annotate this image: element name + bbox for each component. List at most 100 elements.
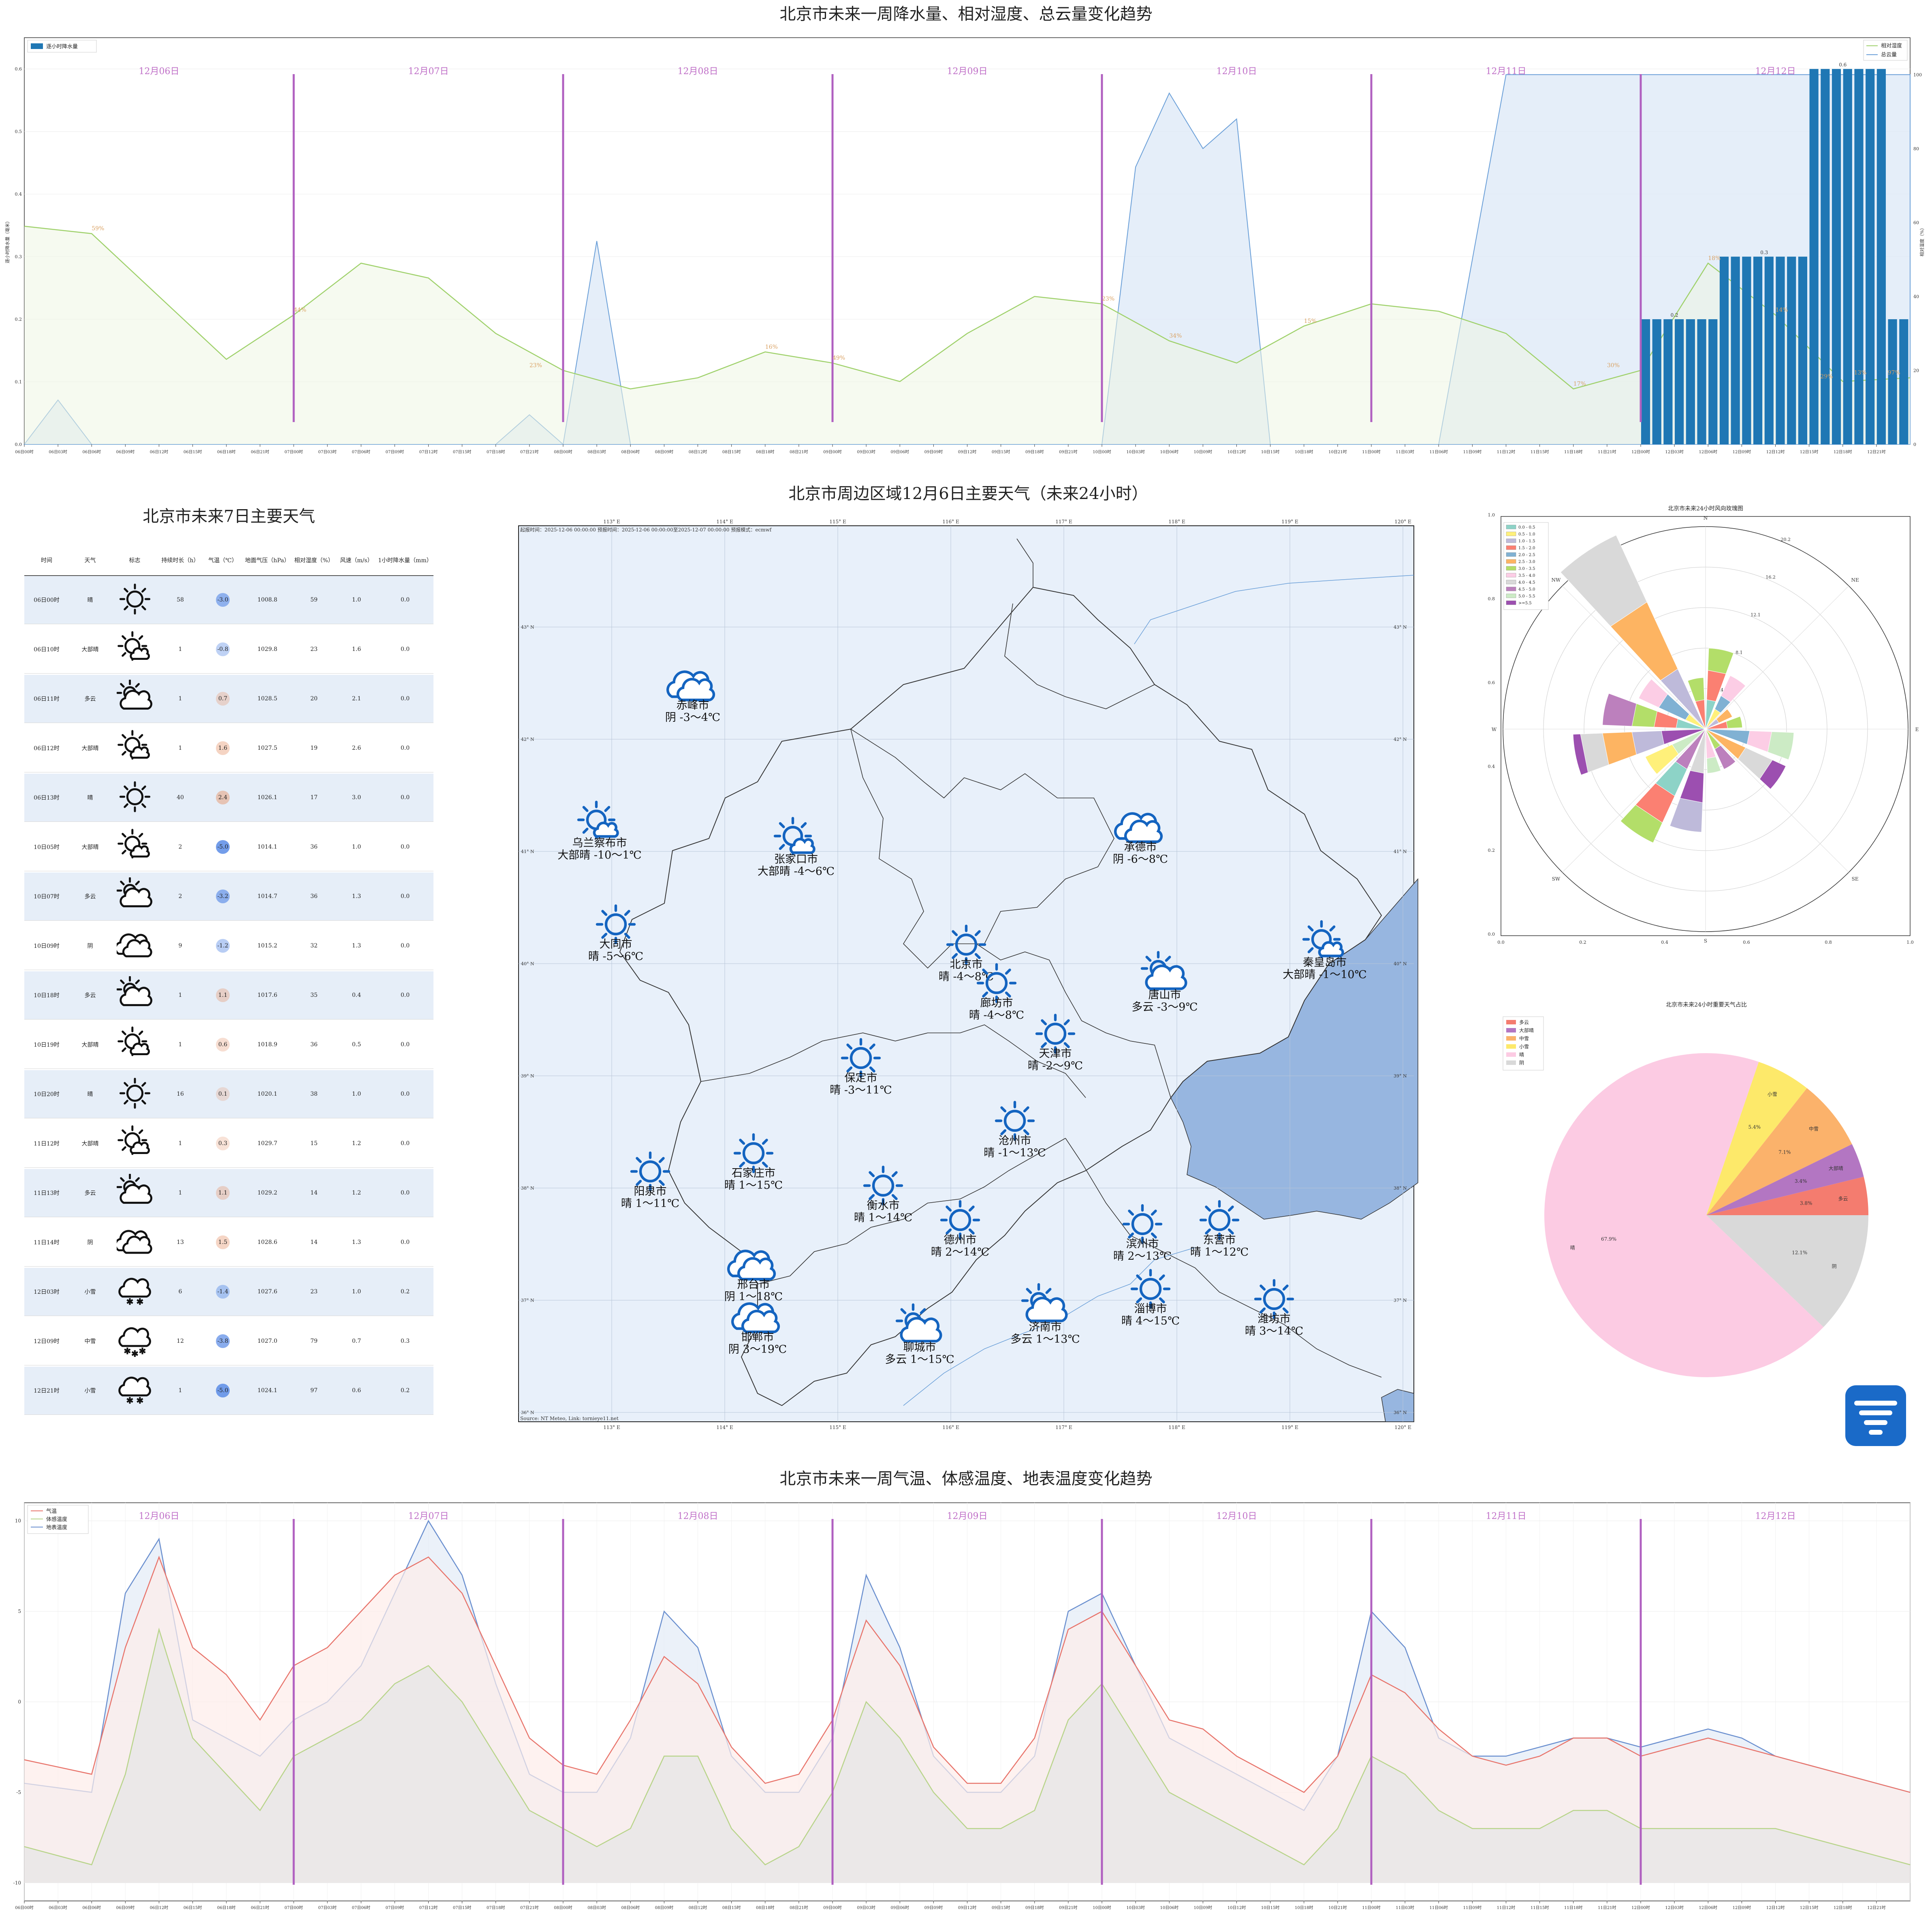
map-lon-tick: 117° E xyxy=(1055,1425,1072,1430)
x-tick-label: 10日09时 xyxy=(1194,450,1212,454)
rain-bar xyxy=(1708,319,1718,444)
row-dur: 12 xyxy=(177,1338,184,1344)
x-tick-label: 06日09时 xyxy=(116,450,134,454)
moderate-snow-icon: ✱ ✱ ✱ xyxy=(118,1327,151,1359)
city-forecast: 晴 -5～6℃ xyxy=(588,950,643,963)
rain-bar xyxy=(1876,69,1886,444)
x-tick-label: 12日03时 xyxy=(1665,450,1683,454)
sun-ray xyxy=(1136,1297,1142,1303)
sun-icon xyxy=(995,1101,1035,1141)
rose-legend-swatch xyxy=(1506,525,1516,529)
x-tick-label: 11日09时 xyxy=(1463,1905,1482,1910)
sun-icon xyxy=(119,583,150,615)
row-hum: 79 xyxy=(310,1338,318,1344)
humidity-annotation: 13% xyxy=(1854,370,1866,376)
city-forecast: 晴 1～11℃ xyxy=(621,1197,679,1210)
rose-legend-swatch xyxy=(1506,593,1516,598)
rose-legend-swatch xyxy=(1506,559,1516,564)
y-left-tick-label: 0.6 xyxy=(15,66,22,72)
rose-legend-label: 0.5 - 1.0 xyxy=(1518,532,1535,537)
overcast-icon xyxy=(731,1302,780,1333)
map-lon-tick: 118° E xyxy=(1168,519,1185,525)
city-forecast: 晴 -1～13℃ xyxy=(984,1147,1046,1159)
row-press: 1017.6 xyxy=(257,992,278,998)
rose-petal xyxy=(1669,798,1703,832)
sun-icon xyxy=(119,1077,150,1109)
row-rain: 0.2 xyxy=(400,1288,410,1295)
rose-direction-label: N xyxy=(1704,515,1708,521)
row-wind: 1.3 xyxy=(352,943,361,949)
rose-spoke xyxy=(1562,586,1706,730)
row-wind: 0.4 xyxy=(352,992,361,998)
sun-ray xyxy=(779,844,785,850)
rose-axis-tick: 0.8 xyxy=(1488,596,1495,602)
rose-legend-label: 4.5 - 5.0 xyxy=(1518,587,1535,592)
x-tick-label: 12日15时 xyxy=(1800,450,1818,454)
sun-icon xyxy=(1035,1013,1076,1054)
overcast-icon xyxy=(114,1230,152,1254)
humidity-annotation: 18% xyxy=(1708,255,1721,262)
row-dur: 1 xyxy=(178,1041,182,1048)
day-label: 12月09日 xyxy=(947,1511,988,1521)
sun-ray xyxy=(138,1030,143,1035)
x-tick-label: 09日09时 xyxy=(924,450,943,454)
y-left-tick-label: 0.2 xyxy=(15,317,22,322)
row-press: 1029.2 xyxy=(257,1190,278,1196)
rose-petal xyxy=(1708,648,1734,674)
sun-disc xyxy=(742,1142,765,1165)
temp-badge: 0.6 xyxy=(216,1038,230,1052)
rain-bar xyxy=(1809,69,1819,444)
x-tick-label: 06日21时 xyxy=(251,1905,269,1910)
row-hum: 59 xyxy=(310,597,318,603)
sun-ray xyxy=(123,785,128,790)
rose-radial-tick: 16.2 xyxy=(1765,575,1776,580)
row-hum: 14 xyxy=(310,1239,318,1246)
x-tick-label: 12日18时 xyxy=(1834,1905,1852,1910)
row-wind: 1.0 xyxy=(352,597,361,603)
sun-ray xyxy=(982,991,988,998)
cloudy-sun-icon xyxy=(1021,1283,1068,1323)
row-rain: 0.0 xyxy=(400,1140,410,1147)
x-tick-label: 07日21时 xyxy=(520,450,538,454)
table-row: 06日10时 大部晴 1 -0.8 1029.8 23 1.6 0.0 xyxy=(24,625,433,674)
row-temp: 1.6 xyxy=(203,741,243,755)
sun-disc xyxy=(1003,1109,1026,1132)
pie-pct-label: 3.8% xyxy=(1800,1200,1812,1206)
bottom-chart: 10 5 0 -5 -10 12月06日 12月07日 12月08日 12月09日 12月10日 1… xyxy=(13,1502,1911,1910)
rose-petal xyxy=(1714,745,1736,770)
sun-ray xyxy=(1063,1042,1070,1048)
partly-sunny-icon xyxy=(117,1125,150,1155)
x-tick-label: 09日18时 xyxy=(1025,1905,1044,1910)
x-tick-label: 12日09时 xyxy=(1733,1905,1751,1910)
row-rain: 0.0 xyxy=(400,844,410,850)
sun-ray xyxy=(636,1180,642,1186)
row-hum: 20 xyxy=(310,695,318,702)
x-tick-label: 06日18时 xyxy=(217,1905,235,1910)
sun-ray xyxy=(869,1194,875,1200)
table-row: 10日05时 大部晴 2 -5.0 1014.1 36 1.0 0.0 xyxy=(24,823,433,871)
row-press: 1028.5 xyxy=(257,695,278,702)
y-left-tick-label: 0.5 xyxy=(15,129,22,134)
city-forecast: 晴 1～15℃ xyxy=(724,1179,783,1192)
x-tick-label: 07日12时 xyxy=(419,1905,438,1910)
map-lon-tick: 113° E xyxy=(603,519,620,525)
x-tick-label: 06日03时 xyxy=(49,450,67,454)
cloud-shape xyxy=(1124,819,1163,843)
rose-legend-swatch xyxy=(1506,587,1516,591)
rose-petal xyxy=(1560,535,1648,627)
city-name: 天津市 xyxy=(1039,1047,1072,1060)
sun-disc xyxy=(872,1174,894,1197)
partly-sunny-icon xyxy=(117,1026,150,1056)
rose-axis-tick: 0.4 xyxy=(1488,764,1495,769)
legend-swatch xyxy=(31,43,43,49)
pie-legend-swatch xyxy=(1506,1036,1516,1041)
row-wind: 1.2 xyxy=(352,1190,361,1196)
table-row: 11日13时 多云 1 1.1 1029.2 14 1.2 0.0 xyxy=(24,1169,433,1217)
sun-ray xyxy=(138,833,143,838)
sun-ray xyxy=(1165,956,1171,962)
x-tick-label: 06日15时 xyxy=(184,450,202,454)
x-tick-label: 09日12时 xyxy=(958,450,976,454)
x-tick-label: 08日00时 xyxy=(554,1905,572,1910)
sun-ray xyxy=(121,751,126,756)
rose-axis-tick: 0.2 xyxy=(1488,848,1495,853)
